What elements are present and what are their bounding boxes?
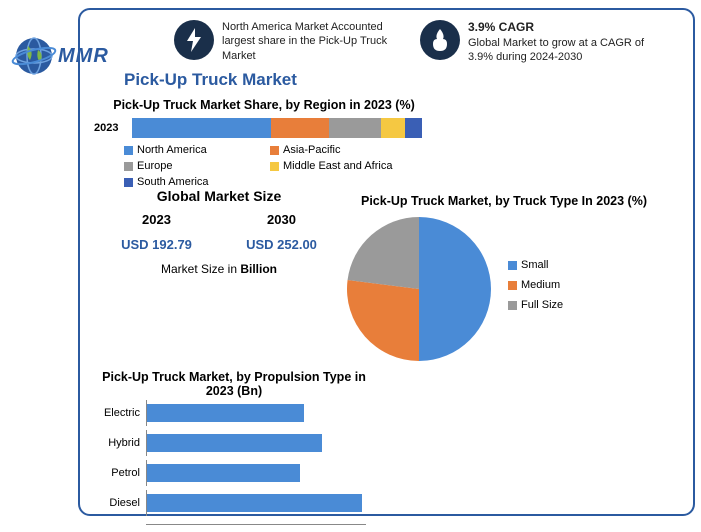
legend-item: Full Size <box>508 299 563 311</box>
legend-label: Medium <box>521 279 560 291</box>
region-chart: Pick-Up Truck Market Share, by Region in… <box>94 98 434 188</box>
legend-label: Full Size <box>521 299 563 311</box>
legend-item: Medium <box>508 279 563 291</box>
segment <box>271 118 329 138</box>
bar-track <box>146 494 366 512</box>
pie-svg <box>344 214 494 364</box>
stat-text: 3.9% CAGR Global Market to grow at a CAG… <box>468 20 648 64</box>
bar <box>146 494 362 512</box>
size-value: USD 192.79 <box>121 237 192 252</box>
bar <box>146 404 304 422</box>
bar-label: Diesel <box>94 497 146 509</box>
bar-label: Electric <box>94 407 146 419</box>
segment <box>329 118 381 138</box>
segment <box>405 118 422 138</box>
region-chart-title: Pick-Up Truck Market Share, by Region in… <box>94 98 434 112</box>
stat-title: 3.9% CAGR <box>468 20 648 36</box>
legend-label: South America <box>137 176 209 188</box>
pie-slice <box>419 217 491 361</box>
bar-row: Diesel <box>94 494 374 512</box>
stacked-bar <box>132 118 422 138</box>
segment <box>381 118 404 138</box>
legend-item: North America <box>124 144 254 156</box>
stat-text: North America Market Accounted largest s… <box>222 20 402 63</box>
globe-icon <box>10 32 58 80</box>
size-year: 2023 <box>142 212 171 227</box>
legend-label: Small <box>521 259 549 271</box>
bar-label: Petrol <box>94 467 146 479</box>
legend-label: Middle East and Africa <box>283 160 392 172</box>
bar-row: Electric <box>94 404 374 422</box>
swatch <box>124 146 133 155</box>
infographic-frame: North America Market Accounted largest s… <box>78 8 695 516</box>
stat-cagr: 3.9% CAGR Global Market to grow at a CAG… <box>420 20 648 64</box>
main-title: Pick-Up Truck Market <box>124 70 679 90</box>
pie-legend: Small Medium Full Size <box>508 259 563 319</box>
legend-label: North America <box>137 144 207 156</box>
swatch <box>508 281 517 290</box>
pie-slice <box>347 280 419 361</box>
swatch <box>124 178 133 187</box>
bar-chart-body: Electric Hybrid Petrol Diesel <box>94 404 374 512</box>
bar <box>146 434 322 452</box>
bolt-icon <box>174 20 214 60</box>
swatch <box>508 301 517 310</box>
region-legend: North America Asia-Pacific Europe Middle Ea… <box>124 144 434 188</box>
bar <box>146 464 300 482</box>
bar-row: Hybrid <box>94 434 374 452</box>
pie-slice <box>348 217 419 289</box>
bar-chart-title: Pick-Up Truck Market, by Propulsion Type… <box>94 370 374 398</box>
size-title: Global Market Size <box>94 188 344 204</box>
bar-x-axis <box>146 524 366 525</box>
swatch <box>270 162 279 171</box>
stat-north-america: North America Market Accounted largest s… <box>174 20 402 64</box>
size-unit: Market Size in Billion <box>94 262 344 276</box>
top-stats: North America Market Accounted largest s… <box>174 20 679 64</box>
size-value: USD 252.00 <box>246 237 317 252</box>
swatch <box>124 162 133 171</box>
segment <box>132 118 271 138</box>
swatch <box>270 146 279 155</box>
pie-chart-title: Pick-Up Truck Market, by Truck Type In 2… <box>344 194 664 208</box>
legend-item: Asia-Pacific <box>270 144 400 156</box>
bar-row: Petrol <box>94 464 374 482</box>
legend-item: South America <box>124 176 254 188</box>
bar-chart: Pick-Up Truck Market, by Propulsion Type… <box>94 370 374 525</box>
legend-item: Small <box>508 259 563 271</box>
legend-item: Middle East and Africa <box>270 160 400 172</box>
stat-desc: Global Market to grow at a CAGR of 3.9% … <box>468 36 648 65</box>
market-size-panel: Global Market Size 2023 2030 USD 192.79 … <box>94 188 344 364</box>
size-year: 2030 <box>267 212 296 227</box>
bar-track <box>146 404 366 422</box>
region-row-label: 2023 <box>94 122 132 134</box>
bar-label: Hybrid <box>94 437 146 449</box>
swatch <box>508 261 517 270</box>
bar-track <box>146 464 366 482</box>
pie-chart: Pick-Up Truck Market, by Truck Type In 2… <box>344 194 664 364</box>
bar-track <box>146 434 366 452</box>
flame-icon <box>420 20 460 60</box>
legend-label: Asia-Pacific <box>283 144 340 156</box>
legend-label: Europe <box>137 160 172 172</box>
legend-item: Europe <box>124 160 254 172</box>
